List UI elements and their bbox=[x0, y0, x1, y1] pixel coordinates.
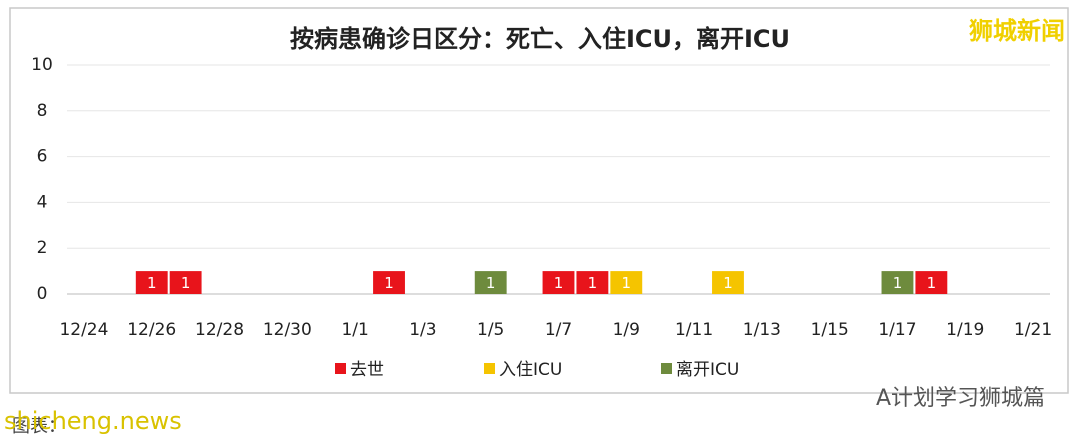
y-tick-label: 2 bbox=[37, 238, 48, 258]
bar bbox=[712, 271, 744, 294]
legend-swatch bbox=[335, 363, 346, 374]
bar bbox=[169, 271, 202, 294]
x-tick-label: 1/15 bbox=[811, 320, 849, 340]
x-tick-label: 1/3 bbox=[409, 320, 436, 340]
y-tick-label: 6 bbox=[37, 147, 48, 167]
legend-swatch bbox=[484, 363, 495, 374]
x-tick-label: 12/28 bbox=[195, 320, 244, 340]
x-tick-label: 1/7 bbox=[545, 320, 572, 340]
bar bbox=[610, 271, 643, 294]
bar bbox=[576, 271, 609, 294]
data-label: 1 bbox=[384, 274, 394, 292]
x-tick-label: 12/24 bbox=[59, 320, 108, 340]
data-label: 1 bbox=[893, 274, 903, 292]
watermark: A计划学习狮城篇 bbox=[876, 386, 1045, 411]
bar bbox=[135, 271, 168, 294]
x-tick-label: 1/13 bbox=[743, 320, 781, 340]
data-label: 1 bbox=[622, 274, 632, 292]
chart-title: 按病患确诊日区分：死亡、入住ICU，离开ICU bbox=[290, 25, 790, 53]
bar bbox=[373, 271, 405, 294]
x-tick-label: 1/11 bbox=[675, 320, 713, 340]
x-tick-label: 1/9 bbox=[613, 320, 640, 340]
x-tick-label: 1/5 bbox=[477, 320, 504, 340]
bar bbox=[915, 271, 948, 294]
legend-label: 离开ICU bbox=[676, 360, 739, 380]
watermark: 狮城新闻 bbox=[969, 17, 1065, 45]
bar bbox=[542, 271, 575, 294]
legend-swatch bbox=[661, 363, 672, 374]
data-label: 1 bbox=[588, 274, 598, 292]
data-label: 1 bbox=[147, 274, 157, 292]
data-label: 1 bbox=[181, 274, 191, 292]
x-tick-label: 12/26 bbox=[127, 320, 176, 340]
bar bbox=[881, 271, 914, 294]
data-label: 1 bbox=[723, 274, 733, 292]
data-label: 1 bbox=[486, 274, 496, 292]
x-tick-label: 1/17 bbox=[878, 320, 916, 340]
legend-label: 入住ICU bbox=[499, 360, 562, 380]
x-tick-label: 1/1 bbox=[341, 320, 368, 340]
x-tick-label: 1/19 bbox=[946, 320, 984, 340]
x-tick-label: 12/30 bbox=[263, 320, 312, 340]
y-tick-label: 10 bbox=[31, 55, 53, 75]
data-label: 1 bbox=[927, 274, 937, 292]
x-tick-label: 1/21 bbox=[1014, 320, 1052, 340]
y-tick-label: 0 bbox=[37, 284, 48, 304]
data-label: 1 bbox=[554, 274, 564, 292]
y-tick-label: 4 bbox=[37, 192, 48, 212]
watermark: shicheng.news bbox=[4, 407, 182, 435]
y-tick-label: 8 bbox=[37, 101, 48, 121]
bar bbox=[474, 271, 507, 294]
source-note: 图表： bbox=[12, 416, 66, 437]
legend-label: 去世 bbox=[350, 360, 384, 380]
chart-frame bbox=[9, 7, 1069, 394]
